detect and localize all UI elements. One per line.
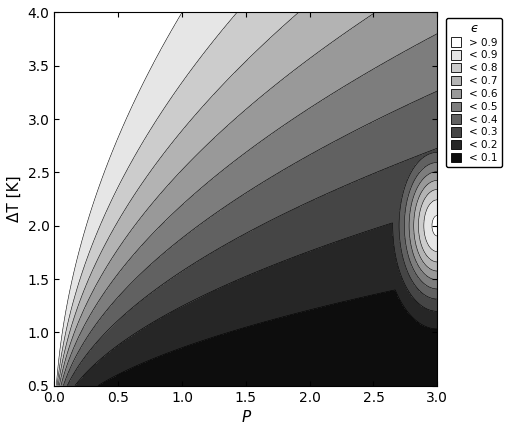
X-axis label: P: P (241, 410, 250, 425)
Legend: > 0.9, < 0.9, < 0.8, < 0.7, < 0.6, < 0.5, < 0.4, < 0.3, < 0.2, < 0.1: > 0.9, < 0.9, < 0.8, < 0.7, < 0.6, < 0.5… (446, 18, 502, 167)
Y-axis label: ΔT [K]: ΔT [K] (7, 176, 22, 222)
